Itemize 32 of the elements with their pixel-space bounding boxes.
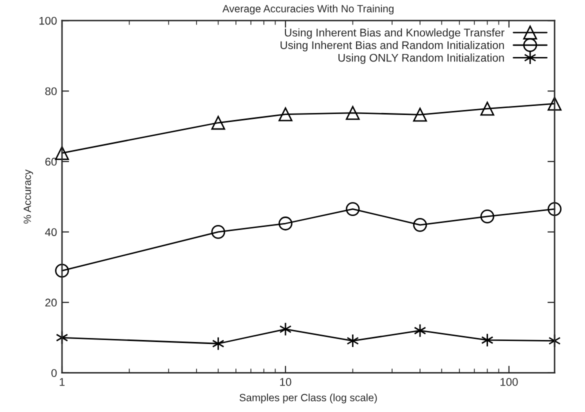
point — [480, 210, 494, 224]
legend-label: Using ONLY Random Initialization — [338, 54, 504, 64]
point — [346, 106, 360, 120]
x-axis-title: Samples per Class (log scale) — [240, 394, 377, 404]
y-tick-label: 100 — [39, 16, 57, 25]
point — [413, 218, 427, 232]
point — [211, 225, 226, 239]
point — [481, 333, 494, 348]
point — [480, 102, 494, 116]
point — [279, 322, 292, 336]
point — [212, 336, 224, 351]
point — [278, 216, 292, 230]
x-tick-label: 100 — [500, 378, 518, 386]
point — [278, 107, 292, 122]
chart-title: Average Accuracies With No Training — [222, 4, 394, 14]
y-axis-title: % Accuracy — [24, 170, 34, 224]
legend-label: Using Inherent Bias and Random Initialization — [280, 40, 504, 52]
point — [211, 116, 226, 130]
point — [413, 108, 427, 122]
x-tick-label: 1 — [60, 378, 65, 386]
y-tick-label: 80 — [45, 87, 57, 96]
y-tick-label: 0 — [51, 369, 57, 377]
y-tick-label: 40 — [45, 228, 57, 236]
y-tick-label: 20 — [45, 298, 57, 307]
point — [346, 334, 359, 348]
point — [548, 96, 562, 111]
point — [548, 202, 562, 216]
point — [414, 324, 426, 338]
legend-label: Using Inherent Bias and Knowledge Transfer — [284, 28, 504, 39]
y-tick-label: 60 — [45, 158, 57, 166]
x-tick-label: 10 — [280, 378, 292, 386]
point — [346, 202, 360, 216]
